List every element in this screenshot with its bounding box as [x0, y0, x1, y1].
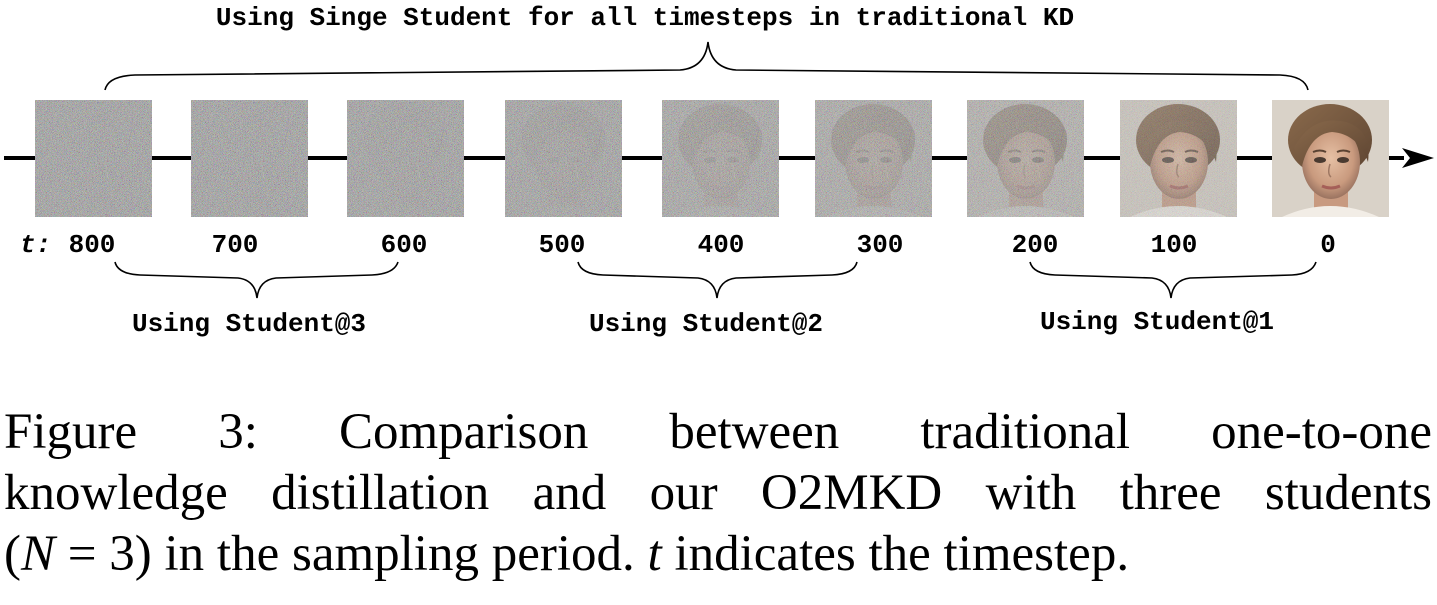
frame-t600 — [347, 100, 464, 217]
noise-overlay — [1120, 100, 1237, 217]
timestep-label-0: 0 — [1320, 230, 1336, 260]
noise-tint — [1120, 100, 1237, 217]
timestep-label-100: 100 — [1151, 230, 1198, 260]
noise-overlay — [505, 100, 622, 217]
timestep-labels: 800 700 600 500 400 300 200 100 0 — [69, 230, 1336, 260]
timestep-label-800: 800 — [69, 230, 116, 260]
group-label-student2: Using Student@2 — [589, 309, 823, 339]
frame-t800 — [35, 100, 152, 217]
frame-t700 — [191, 100, 308, 217]
noise-overlay — [191, 100, 308, 217]
noise-tint — [505, 100, 622, 217]
noise-overlay — [662, 100, 779, 217]
group-brace-student3 — [114, 261, 399, 299]
top-brace — [104, 41, 1309, 91]
timestep-label-200: 200 — [1012, 230, 1059, 260]
noise-overlay — [967, 100, 1084, 217]
face-image — [1272, 100, 1389, 217]
noise-tint — [967, 100, 1084, 217]
group-brace-student1 — [1029, 261, 1317, 299]
caption-line-2: knowledge distillation and our O2MKD wit… — [4, 465, 1432, 521]
group-brace-student2 — [577, 261, 858, 299]
timestep-label-400: 400 — [698, 230, 745, 260]
group-label-student3: Using Student@3 — [132, 309, 366, 339]
frame-t500 — [505, 100, 622, 217]
frame-t300 — [815, 100, 932, 217]
noise-tint — [35, 100, 152, 217]
timestep-diagram: Using Singe Student for all timesteps in… — [4, 3, 1434, 339]
timestep-label-700: 700 — [212, 230, 259, 260]
frame-t200 — [967, 100, 1084, 217]
frame-t400 — [662, 100, 779, 217]
noise-overlay — [35, 100, 152, 217]
noise-tint — [347, 100, 464, 217]
top-label: Using Singe Student for all timesteps in… — [216, 3, 1074, 33]
timeline-arrowhead — [1402, 148, 1434, 168]
noise-tint — [662, 100, 779, 217]
noise-overlay — [347, 100, 464, 217]
noise-overlay — [815, 100, 932, 217]
figure-caption: Figure 3: Comparison between traditional… — [4, 402, 1432, 585]
caption-line-1: Figure 3: Comparison between traditional… — [4, 404, 1432, 460]
timestep-label-300: 300 — [857, 230, 904, 260]
frames-row — [35, 100, 1389, 217]
caption-line-3: (N = 3) in the sampling period. t indica… — [4, 526, 1130, 582]
timestep-label-600: 600 — [381, 230, 428, 260]
noise-tint — [815, 100, 932, 217]
t-prefix-label: t: — [20, 230, 51, 260]
group-label-student1: Using Student@1 — [1040, 307, 1274, 337]
frame-t0 — [1272, 100, 1389, 217]
timestep-label-500: 500 — [539, 230, 586, 260]
frame-t100 — [1120, 100, 1237, 217]
noise-tint — [191, 100, 308, 217]
